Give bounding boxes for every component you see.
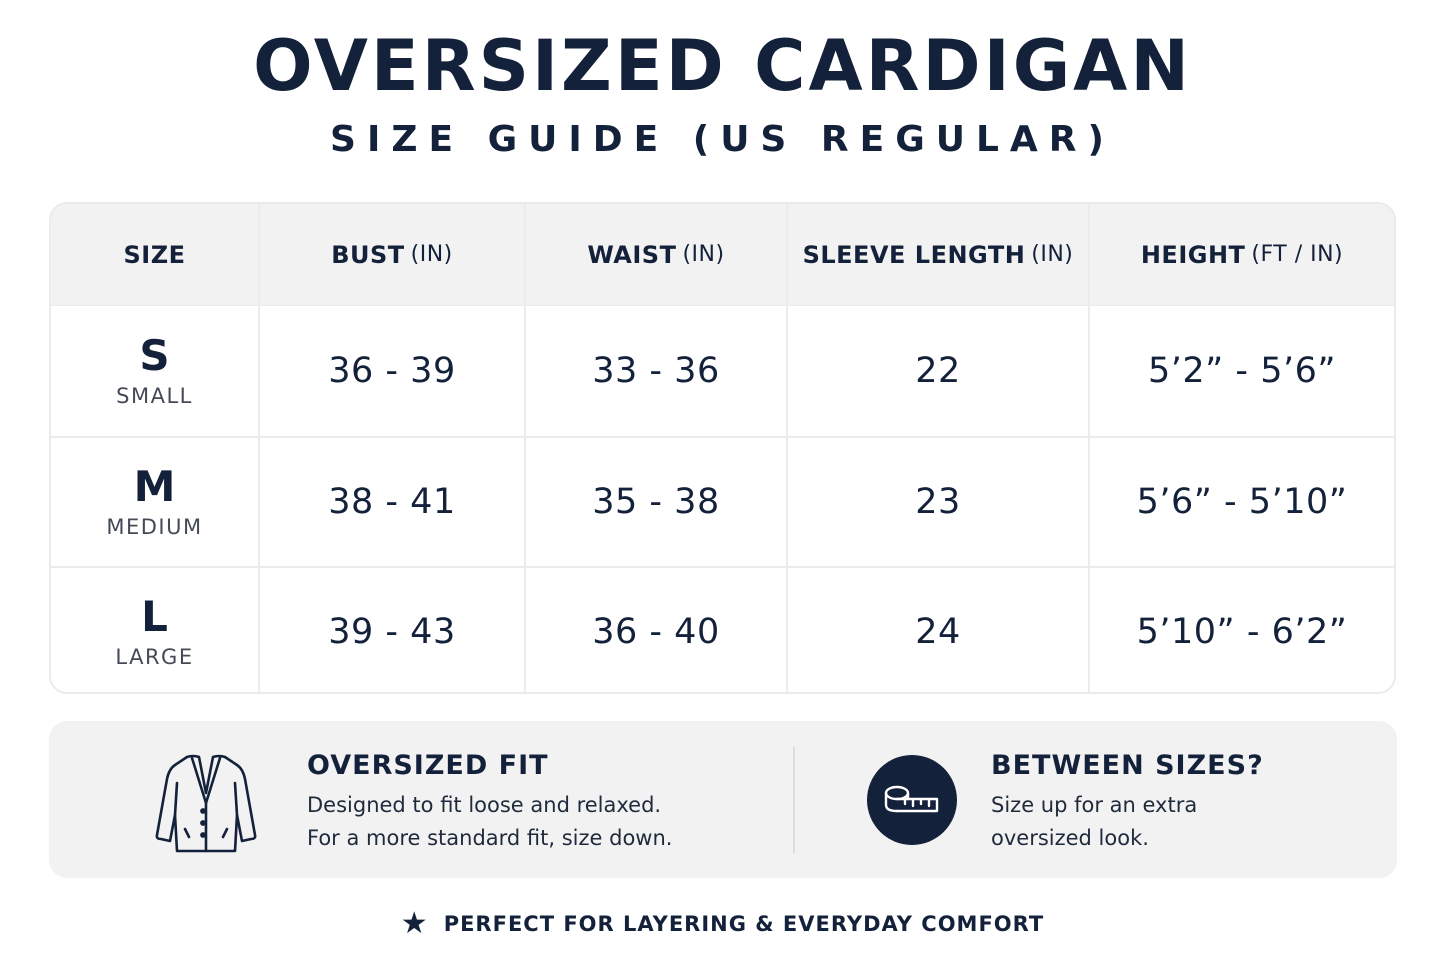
oversized-fit-text-line: For a more standard fit, size down. xyxy=(307,826,673,850)
size-name: LARGE xyxy=(115,645,194,669)
bust-value: 38 - 41 xyxy=(260,438,526,566)
column-header-unit: (FT / IN) xyxy=(1251,242,1344,267)
fit-info-panel: OVERSIZED FIT Designed to fit loose and … xyxy=(49,721,1397,878)
between-sizes-text-line: Size up for an extra xyxy=(991,793,1198,817)
table-row-medium: M MEDIUM 38 - 41 35 - 38 23 5’6” - 5’10” xyxy=(51,436,1394,566)
size-cell: M MEDIUM xyxy=(51,438,260,566)
column-header-unit: (IN) xyxy=(682,242,725,267)
column-header-label: SLEEVE LENGTH xyxy=(802,240,1026,269)
column-header-label: WAIST xyxy=(587,240,677,269)
size-letter: M xyxy=(133,462,176,511)
column-header-label: BUST xyxy=(331,240,405,269)
column-header-label: HEIGHT xyxy=(1140,240,1246,269)
page-title: OVERSIZED CARDIGAN xyxy=(253,25,1192,107)
star-icon: ★ xyxy=(400,906,428,941)
page-subtitle: SIZE GUIDE (US REGULAR) xyxy=(330,119,1115,160)
table-row-large: L LARGE 39 - 43 36 - 40 24 5’10” - 6’2” xyxy=(51,566,1394,692)
height-value: 5’10” - 6’2” xyxy=(1136,612,1348,652)
sleeve-value: 23 xyxy=(788,438,1090,566)
footer-tagline: ★ PERFECT FOR LAYERING & EVERYDAY COMFOR… xyxy=(0,906,1445,942)
column-header-unit: (IN) xyxy=(410,242,453,267)
column-header-waist: WAIST (IN) xyxy=(526,204,788,305)
between-sizes-text-line: oversized look. xyxy=(991,826,1149,850)
table-row-small: S SMALL 36 - 39 33 - 36 22 5’2” - 5’6” xyxy=(51,305,1394,436)
sleeve-value: 24 xyxy=(788,568,1090,692)
bust-value: 36 - 39 xyxy=(260,306,526,436)
size-cell: L LARGE xyxy=(51,568,260,692)
waist-value: 36 - 40 xyxy=(526,568,788,692)
cardigan-icon xyxy=(155,754,257,853)
oversized-fit-title: OVERSIZED FIT xyxy=(307,750,549,781)
column-header-sleeve-length: SLEEVE LENGTH (IN) xyxy=(788,204,1090,305)
size-cell: S SMALL xyxy=(51,306,260,436)
measuring-tape-icon xyxy=(884,785,939,813)
measuring-tape-icon-badge xyxy=(867,755,957,845)
column-header-height: HEIGHT (FT / IN) xyxy=(1090,204,1394,305)
column-header-unit: (IN) xyxy=(1031,242,1074,267)
size-name: SMALL xyxy=(116,384,193,408)
table-header-row: SIZE BUST (IN) WAIST (IN) SLEEVE LENGTH (IN… xyxy=(51,204,1394,305)
between-sizes-title: BETWEEN SIZES? xyxy=(991,750,1264,781)
waist-value: 33 - 36 xyxy=(526,306,788,436)
waist-value: 35 - 38 xyxy=(526,438,788,566)
height-value: 5’6” - 5’10” xyxy=(1136,482,1348,522)
column-header-size: SIZE xyxy=(51,204,260,305)
oversized-fit-text-line: Designed to fit loose and relaxed. xyxy=(307,793,662,817)
column-header-bust: BUST (IN) xyxy=(260,204,526,305)
info-divider xyxy=(793,747,795,853)
size-letter: L xyxy=(141,592,168,641)
size-letter: S xyxy=(139,331,170,380)
bust-value: 39 - 43 xyxy=(260,568,526,692)
sleeve-value: 22 xyxy=(788,306,1090,436)
size-chart-table: SIZE BUST (IN) WAIST (IN) SLEEVE LENGTH (IN… xyxy=(49,202,1396,694)
footer-text: PERFECT FOR LAYERING & EVERYDAY COMFORT xyxy=(443,912,1045,936)
size-name: MEDIUM xyxy=(106,515,203,539)
height-value: 5’2” - 5’6” xyxy=(1148,351,1336,391)
column-header-label: SIZE xyxy=(123,240,186,269)
